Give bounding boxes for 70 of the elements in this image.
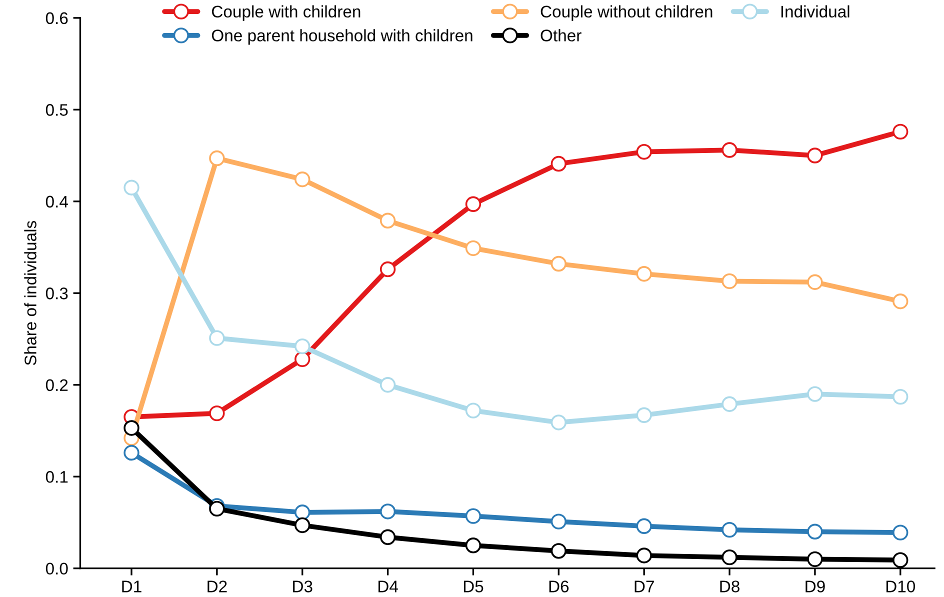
point [124,444,140,461]
point [550,543,567,559]
legend-label: Couple with children [212,5,360,21]
point [807,148,823,164]
point [380,261,396,278]
point [807,386,823,402]
x-tick-label: D9 [806,580,825,592]
point [294,504,310,520]
point [636,518,652,534]
point [636,266,652,282]
point [294,338,310,354]
point [807,524,823,540]
point [550,514,567,530]
point [722,522,738,538]
point [209,150,225,166]
point [380,212,396,228]
point [892,294,908,310]
y-axis-title: Share of individuals [24,220,36,366]
point [892,124,908,140]
y-tick-label: 0.3 [46,288,68,300]
point [550,256,567,272]
point [209,405,225,422]
y-tick-label: 0.6 [46,12,68,24]
point [550,414,567,430]
x-tick-label: D3 [293,580,312,592]
y-tick-label: 0.4 [46,196,68,208]
x-tick-label: D4 [378,580,398,592]
legend-label: Individual [781,5,850,18]
y-tick-label: 0.5 [46,104,68,116]
point [807,551,823,568]
point [636,548,652,564]
point [892,524,908,540]
point [294,351,310,368]
x-tick-label: D8 [720,580,740,592]
point [465,240,482,256]
y-tick-label: 0.0 [46,562,68,575]
x-tick-label: D10 [886,580,916,592]
point [892,552,908,568]
point [807,274,823,290]
legend-label: One parent household with children [212,29,472,45]
point [294,517,310,534]
point [636,144,652,160]
point [124,180,140,196]
point [722,142,738,158]
point [209,500,225,517]
x-tick-label: D7 [634,580,654,592]
point [380,504,396,520]
point [124,420,140,436]
point [465,508,482,524]
point [465,196,482,212]
legend-label: Couple without children [540,5,712,21]
point [636,407,652,423]
point [380,377,396,393]
point [722,549,738,566]
x-tick-label: D5 [464,580,484,592]
point [465,538,482,554]
point [550,156,567,172]
y-tick-label: 0.2 [46,379,68,392]
point [465,402,482,418]
legend-label: Other [540,29,582,42]
x-tick-label: D2 [208,580,227,592]
point [209,330,225,346]
x-tick-label: D1 [122,580,142,592]
y-tick-label: 0.1 [46,471,68,483]
point [722,273,738,290]
x-tick-label: D6 [549,580,569,592]
point [892,388,908,405]
point [722,396,738,412]
point [294,172,310,188]
point [380,529,396,545]
